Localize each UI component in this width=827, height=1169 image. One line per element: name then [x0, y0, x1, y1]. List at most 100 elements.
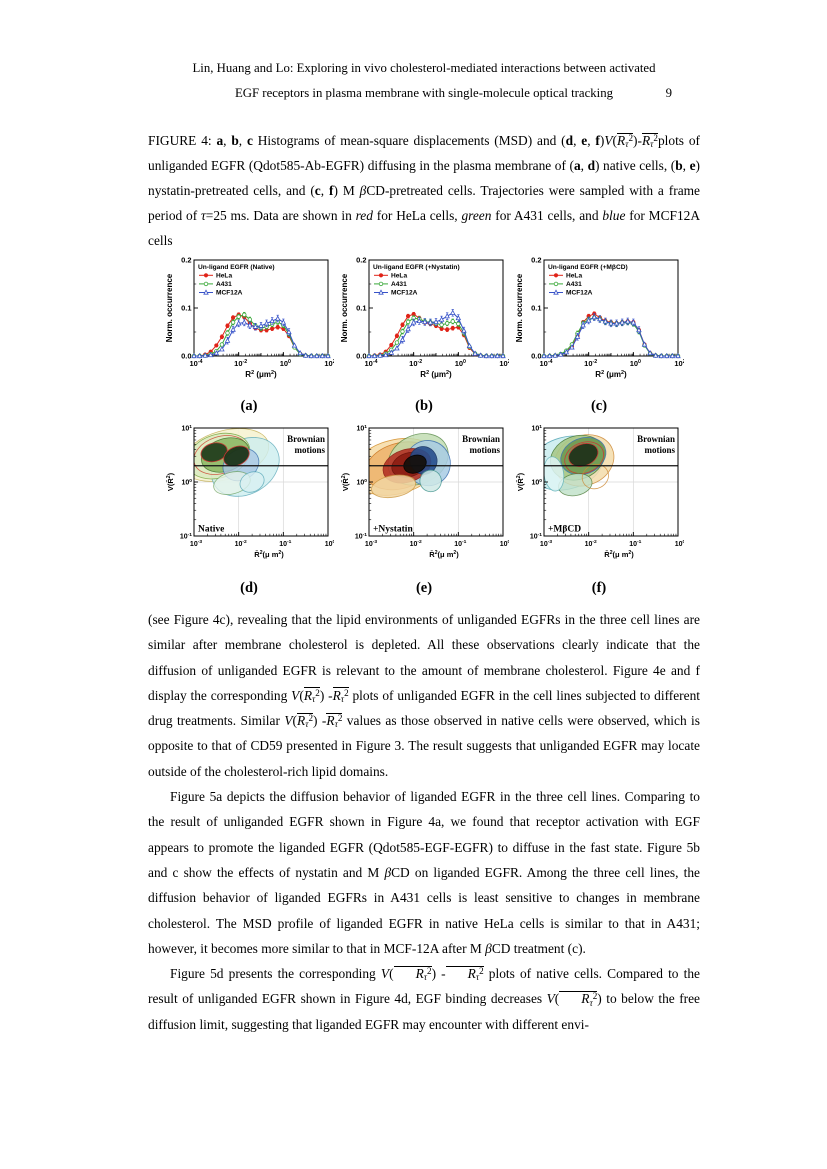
- svg-text:10-2: 10-2: [584, 359, 597, 368]
- marker-HeLa: [203, 273, 209, 278]
- marker-MCF12A: [669, 352, 676, 359]
- svg-text:V(R̄2): V(R̄2): [341, 472, 350, 491]
- marker-MCF12A: [494, 352, 501, 359]
- svg-text:10-1: 10-1: [530, 532, 542, 541]
- marker-MCF12A: [280, 319, 287, 325]
- marker-MCF12A: [658, 352, 665, 359]
- marker-MCF12A: [574, 333, 581, 339]
- marker-MCF12A: [202, 352, 208, 358]
- marker-MCF12A: [489, 352, 495, 359]
- marker-MCF12A: [472, 350, 478, 356]
- marker-HeLa: [389, 342, 394, 348]
- legend-label-MCF12A: MCF12A: [391, 290, 418, 297]
- marker-MCF12A: [602, 318, 609, 324]
- marker-A431: [394, 340, 400, 345]
- svg-text:Norm. occurrence: Norm. occurrence: [165, 273, 174, 342]
- marker-MCF12A: [378, 289, 384, 295]
- panel-label-d: (d): [240, 580, 258, 596]
- brownian-motions-annotation: Brownian: [637, 434, 675, 444]
- svg-text:0.0: 0.0: [356, 352, 366, 361]
- marker-MCF12A: [449, 309, 456, 315]
- svg-text:10-2: 10-2: [234, 359, 247, 368]
- marker-MCF12A: [410, 319, 417, 325]
- header-line1: Lin, Huang and Lo: Exploring in vivo cho…: [192, 61, 656, 75]
- marker-HeLa: [219, 334, 225, 339]
- marker-A431: [444, 321, 450, 326]
- marker-MCF12A: [652, 352, 659, 358]
- marker-MCF12A: [500, 352, 506, 359]
- marker-MCF12A: [444, 312, 450, 319]
- marker-MCF12A: [302, 352, 309, 358]
- marker-MCF12A: [230, 326, 236, 332]
- brownian-motions-annotation: motions: [469, 445, 500, 455]
- marker-MCF12A: [553, 289, 559, 295]
- marker-A431: [242, 312, 247, 317]
- svg-text:10-1: 10-1: [180, 532, 192, 541]
- marker-A431: [219, 342, 225, 347]
- msd-histogram-panel-b: 10-4 10-2 100 102 0.0 0.1 0.2 Un-ligand EGFR (+…: [339, 255, 509, 415]
- msd-histogram-b: 10-4 10-2 100 102 0.0 0.1 0.2 Un-ligand EGFR (+…: [340, 256, 509, 380]
- svg-text:100: 100: [181, 478, 192, 487]
- marker-MCF12A: [647, 349, 653, 356]
- marker-MCF12A: [247, 322, 253, 328]
- svg-text:Norm. occurrence: Norm. occurrence: [340, 273, 349, 342]
- contour-panel-f: 10-3 10-2 10-1 100 101 100 10-1 Brownian motions…: [514, 423, 684, 597]
- svg-text:100: 100: [500, 539, 509, 548]
- marker-MCF12A: [675, 352, 681, 359]
- marker-A431: [378, 281, 384, 287]
- contour-panel-d: 10-3 10-2 10-1 100 101 100 10-1 Brownian motions…: [164, 423, 334, 597]
- paragraph: Figure 5a depicts the diffusion behavior…: [148, 789, 700, 956]
- marker-MCF12A: [541, 352, 547, 359]
- marker-MCF12A: [405, 325, 411, 332]
- marker-HeLa: [450, 326, 455, 331]
- marker-MCF12A: [580, 322, 586, 328]
- marker-MCF12A: [308, 352, 315, 359]
- svg-text:10-1: 10-1: [279, 539, 291, 548]
- svg-text:R̄2(μ m2): R̄2(μ m2): [604, 550, 634, 559]
- marker-MCF12A: [438, 316, 445, 322]
- marker-MCF12A: [427, 319, 434, 325]
- marker-MCF12A: [636, 326, 642, 333]
- svg-text:10-1: 10-1: [454, 539, 466, 548]
- svg-text:10-4: 10-4: [189, 359, 202, 368]
- svg-text:10-2: 10-2: [409, 359, 422, 368]
- legend-title: Un-ligand EGFR (+MβCD): [548, 264, 628, 271]
- svg-text:10-4: 10-4: [539, 359, 552, 368]
- marker-MCF12A: [235, 320, 242, 326]
- marker-MCF12A: [433, 318, 439, 325]
- svg-text:100: 100: [455, 359, 466, 368]
- contour-plot-f: 10-3 10-2 10-1 100 101 100 10-1 Brownianmotions…: [516, 424, 684, 559]
- svg-text:100: 100: [280, 359, 291, 368]
- brownian-motions-annotation: Brownian: [462, 434, 500, 444]
- marker-MCF12A: [191, 352, 197, 359]
- marker-A431: [236, 314, 241, 319]
- marker-HeLa: [400, 322, 405, 327]
- msd-histogram-c: 10-4 10-2 100 102 0.0 0.1 0.2 Un-ligand EGFR (+…: [515, 256, 684, 380]
- svg-text:V(R̄2): V(R̄2): [516, 472, 525, 491]
- marker-MCF12A: [569, 344, 575, 350]
- marker-A431: [456, 321, 461, 327]
- marker-MCF12A: [263, 320, 270, 326]
- paragraph: (see Figure 4c), revealing that the lipi…: [148, 612, 701, 779]
- marker-MCF12A: [630, 319, 637, 325]
- marker-MCF12A: [274, 315, 281, 321]
- marker-MCF12A: [466, 342, 473, 349]
- condition-label: +Nystatin: [373, 525, 413, 535]
- legend-label-HeLa: HeLa: [391, 273, 407, 280]
- marker-HeLa: [275, 325, 280, 330]
- figure-caption: FIGURE 4: a, b, c Histograms of mean-squ…: [148, 132, 701, 248]
- marker-A431: [230, 320, 236, 325]
- marker-MCF12A: [585, 317, 592, 323]
- brownian-motions-annotation: motions: [644, 445, 675, 455]
- marker-A431: [203, 281, 209, 287]
- svg-text:10-2: 10-2: [410, 539, 422, 548]
- marker-MCF12A: [377, 352, 383, 358]
- svg-text:0.2: 0.2: [181, 256, 191, 265]
- legend-label-HeLa: HeLa: [566, 273, 582, 280]
- marker-MCF12A: [297, 349, 303, 356]
- legend-title: Un-ligand EGFR (Native): [198, 264, 275, 271]
- msd-histogram-panel-c: 10-4 10-2 100 102 0.0 0.1 0.2 Un-ligand EGFR (+…: [514, 255, 684, 415]
- figure-row-msd-histograms: 10-4 10-2 100 102 0.0 0.1 0.2 Un-ligand EGFR (N…: [148, 255, 700, 415]
- panel-label-b: (b): [415, 398, 433, 414]
